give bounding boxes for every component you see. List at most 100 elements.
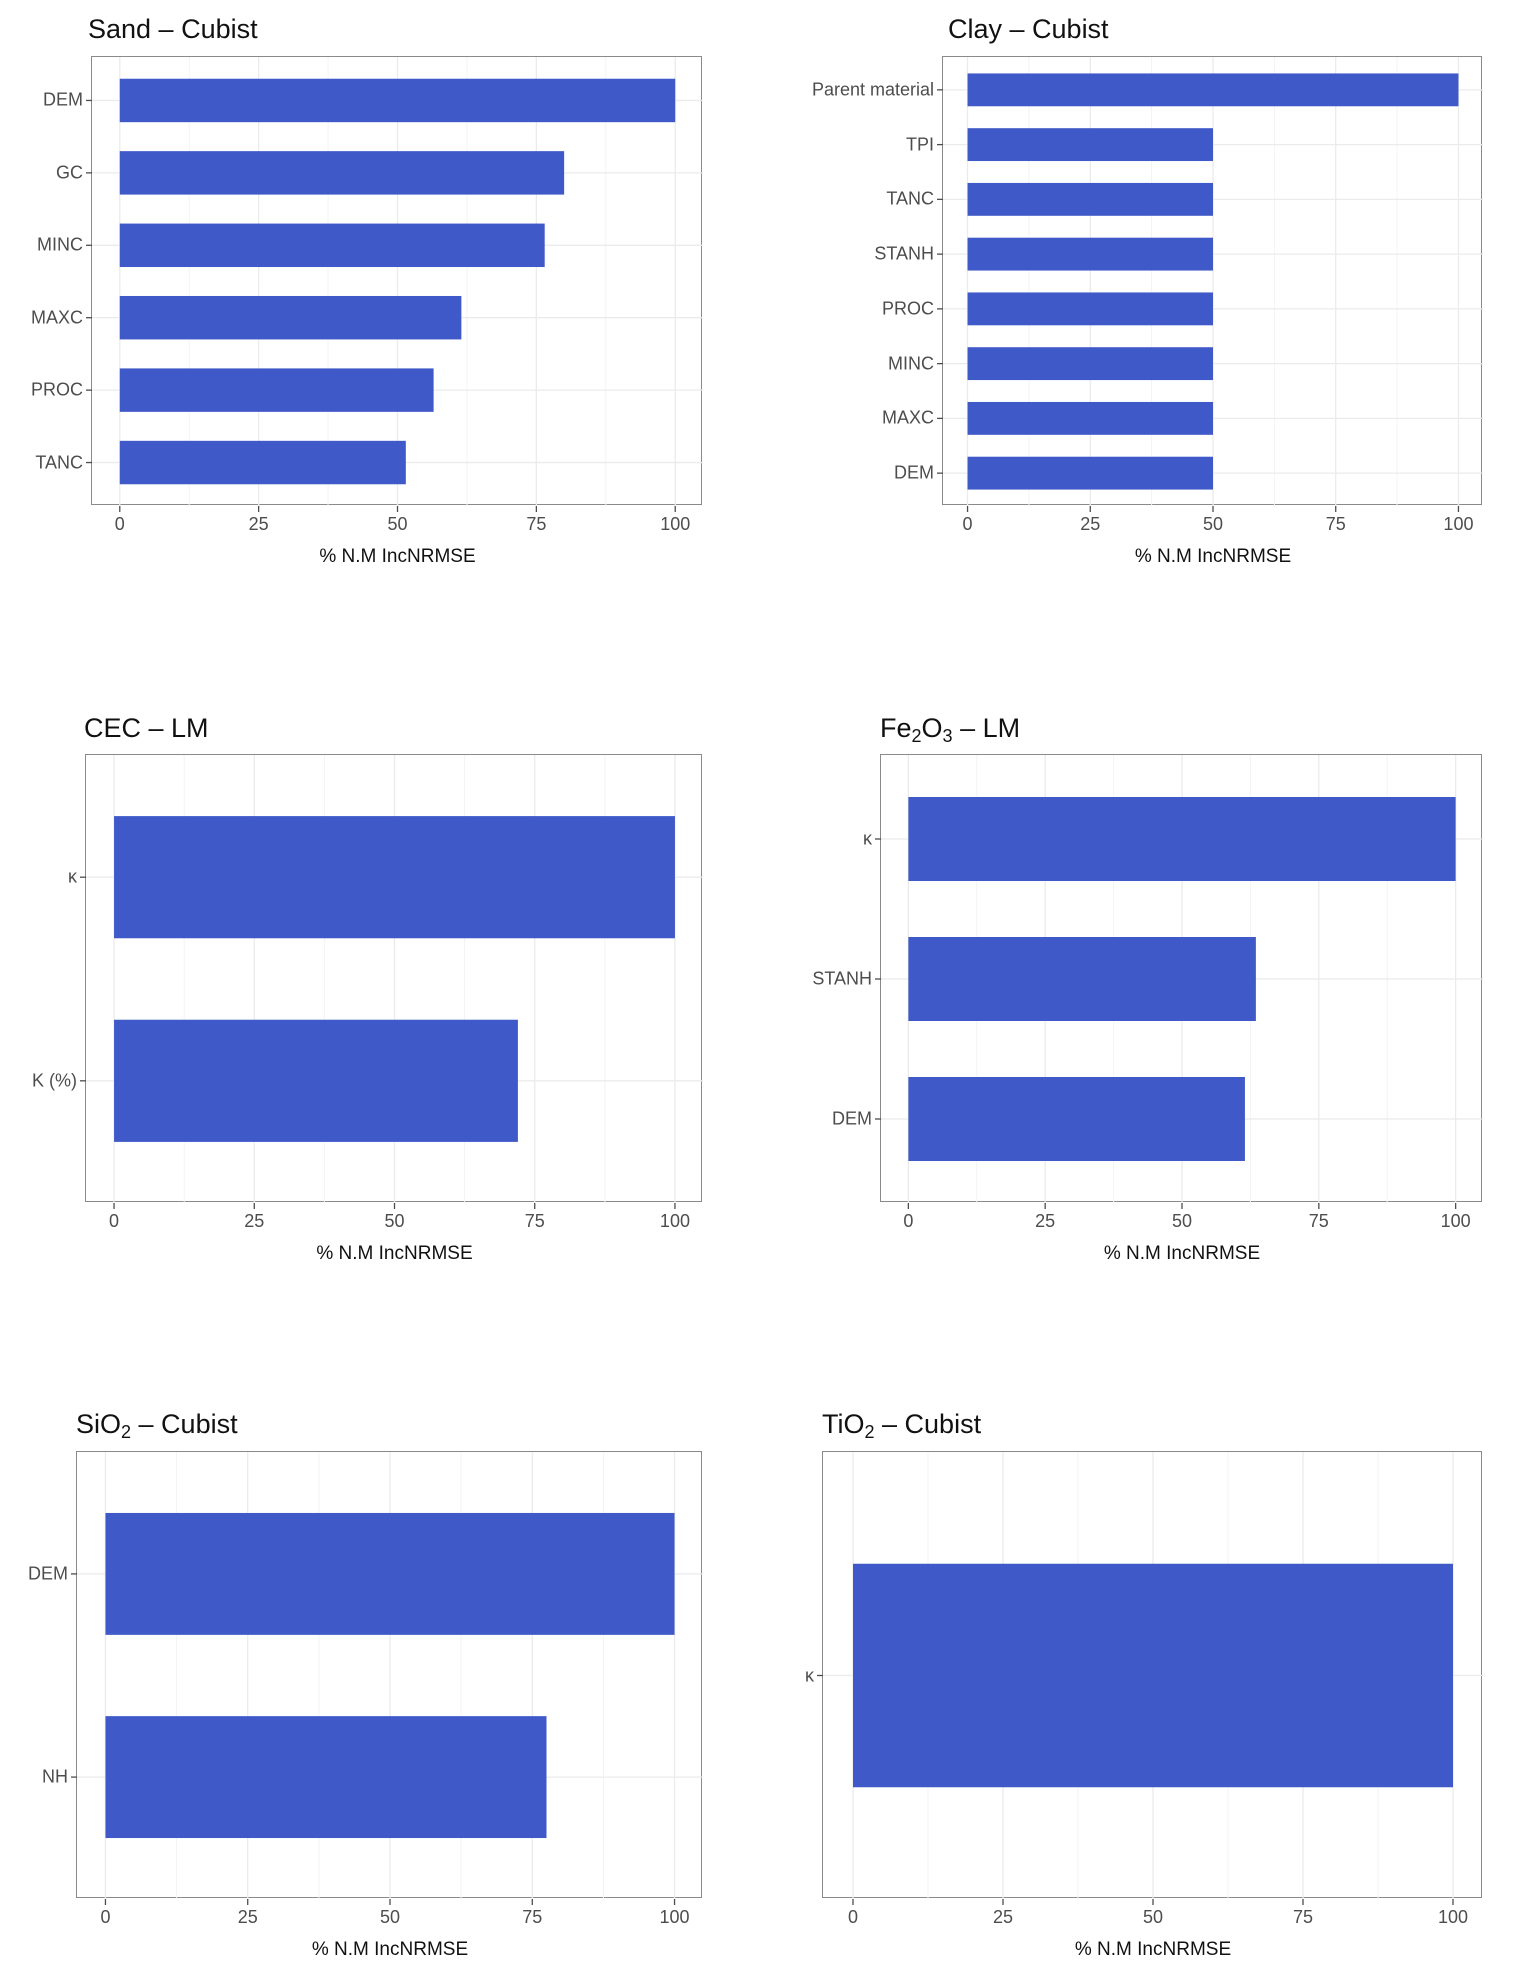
- x-tick-label: 100: [1437, 1907, 1469, 1927]
- x-tick-label: 25: [244, 1211, 265, 1231]
- x-tick-label: 75: [1325, 514, 1346, 534]
- x-axis-title: % N.M IncNRMSE: [1074, 1939, 1232, 1960]
- bar-minc: [119, 223, 545, 268]
- y-tick-label: κ: [863, 828, 872, 849]
- bar-proc: [119, 368, 434, 412]
- chart-svg: [86, 57, 703, 512]
- y-tick-label: NH: [42, 1766, 68, 1787]
- y-tick-label: STANH: [874, 243, 934, 264]
- chart-title: Clay – Cubist: [948, 14, 1109, 45]
- x-tick-label: 100: [1440, 1211, 1471, 1231]
- x-tick-label: 75: [522, 1907, 543, 1927]
- bar--: [908, 797, 1456, 881]
- x-tick-label: 100: [660, 514, 691, 534]
- x-tick-label: 50: [387, 514, 408, 534]
- bar-stanh: [908, 937, 1256, 1021]
- plot-area: 0 25 50 75 100 DEM GC MINC MAXC PROC TANC % N.M Inc…: [31, 56, 703, 567]
- x-tick-label: 25: [1080, 514, 1101, 534]
- y-tick-label: GC: [56, 162, 83, 183]
- x-tick-label: 100: [659, 1211, 690, 1231]
- y-tick-label: TANC: [35, 452, 83, 473]
- y-tick-label: TPI: [905, 134, 934, 155]
- title-part: 2: [911, 726, 922, 746]
- x-tick-label: 25: [248, 514, 269, 534]
- bar-proc: [967, 292, 1213, 326]
- bar-minc: [967, 347, 1213, 381]
- x-tick-label: 75: [1308, 1211, 1329, 1231]
- x-axis-title: % N.M IncNRMSE: [319, 546, 476, 567]
- bar-tanc: [967, 182, 1213, 216]
- bar-parent-material: [967, 73, 1459, 107]
- x-tick-label: 50: [1171, 1211, 1193, 1231]
- x-tick-label: 75: [524, 1211, 545, 1231]
- x-tick-label: 75: [526, 514, 547, 534]
- bar-dem: [908, 1077, 1245, 1161]
- bar-dem: [119, 78, 676, 123]
- x-tick-label: 50: [1142, 1907, 1164, 1927]
- bar-stanh: [967, 237, 1213, 271]
- chart-title: CEC – LM: [84, 713, 209, 744]
- title-part: 3: [942, 726, 953, 746]
- y-tick-label: TANC: [886, 188, 934, 209]
- x-tick-label: 50: [1202, 514, 1224, 534]
- y-tick-label: Parent material: [811, 79, 934, 100]
- y-tick-label: MAXC: [881, 407, 934, 428]
- title-part: 2: [121, 1422, 132, 1442]
- title-part: Sand – Cubist: [88, 14, 258, 44]
- x-tick-label: 50: [379, 1907, 401, 1927]
- title-part: TiO: [822, 1409, 865, 1439]
- x-tick-label: 0: [109, 1211, 120, 1231]
- title-part: 2: [864, 1422, 875, 1442]
- chart-svg: [71, 1452, 703, 1905]
- plot-area: 0 25 50 75 100 κ K (%) % N.M IncNRMSE: [32, 754, 703, 1264]
- y-tick-label: PROC: [881, 298, 934, 319]
- bar-nh: [105, 1716, 547, 1839]
- y-tick-label: MINC: [888, 353, 934, 374]
- x-tick-label: 0: [903, 1211, 914, 1231]
- y-tick-label: κ: [68, 866, 77, 887]
- x-tick-label: 25: [992, 1907, 1014, 1927]
- bar-k-: [114, 1019, 518, 1142]
- x-tick-label: 25: [1035, 1211, 1056, 1231]
- title-part: – Cubist: [874, 1409, 982, 1439]
- x-axis-title: % N.M IncNRMSE: [316, 1243, 473, 1264]
- x-tick-label: 25: [237, 1907, 258, 1927]
- y-tick-label: MAXC: [30, 307, 83, 328]
- y-tick-label: DEM: [894, 462, 934, 483]
- title-part: – Cubist: [131, 1409, 238, 1439]
- y-tick-label: κ: [805, 1665, 814, 1685]
- x-tick-label: 100: [659, 1907, 690, 1927]
- title-part: CEC – LM: [84, 713, 209, 743]
- bar-dem: [967, 456, 1213, 490]
- plot-area: 0 25 50 75 100 κ % N.M IncNRMSE: [805, 1451, 1483, 1960]
- y-tick-label: DEM: [28, 1563, 68, 1584]
- x-tick-label: 0: [962, 514, 973, 534]
- x-tick-label: 100: [1443, 514, 1474, 534]
- bar--: [114, 816, 675, 939]
- bar-gc: [119, 151, 565, 195]
- bar--: [853, 1563, 1453, 1788]
- chart-title: Sand – Cubist: [88, 14, 258, 45]
- title-part: Clay – Cubist: [948, 14, 1109, 44]
- y-tick-label: DEM: [832, 1108, 872, 1129]
- chart-svg: [875, 755, 1483, 1209]
- chart-svg: [817, 1452, 1483, 1905]
- bar-tpi: [967, 128, 1213, 162]
- title-part: – LM: [952, 713, 1021, 743]
- title-part: Fe: [880, 713, 912, 743]
- x-tick-label: 0: [847, 1907, 859, 1927]
- bar-maxc: [119, 295, 462, 340]
- x-tick-label: 75: [1292, 1907, 1314, 1927]
- x-tick-label: 50: [384, 1211, 405, 1231]
- chart-svg: [937, 57, 1483, 512]
- y-tick-label: MINC: [37, 234, 83, 255]
- y-tick-label: K (%): [32, 1070, 77, 1091]
- chart-svg: [80, 755, 703, 1209]
- x-tick-label: 0: [100, 1907, 111, 1927]
- y-tick-label: DEM: [43, 89, 83, 110]
- y-tick-label: PROC: [30, 379, 83, 400]
- title-part: SiO: [76, 1409, 122, 1439]
- plot-area: 0 25 50 75 100 Parent material TPI TANC STANH PRO…: [812, 56, 1483, 567]
- x-tick-label: 0: [114, 514, 125, 534]
- x-axis-title: % N.M IncNRMSE: [1134, 546, 1292, 567]
